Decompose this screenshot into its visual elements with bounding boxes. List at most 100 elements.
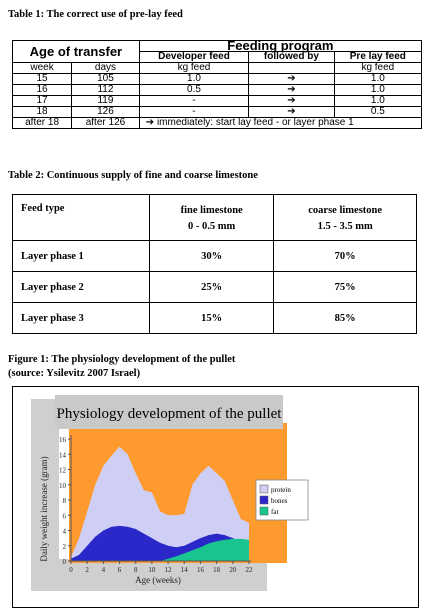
y-tick-label: 12: [59, 467, 67, 475]
arrow-icon: ➔: [248, 84, 335, 96]
developer-cell: 0.5: [138, 84, 250, 96]
x-tick-label: 6: [118, 566, 122, 574]
y-tick-label: 10: [59, 482, 67, 490]
legend-swatch: [259, 484, 269, 494]
x-axis-label: Age (weeks): [135, 575, 181, 585]
arrow-icon: ➔: [248, 73, 335, 85]
legend-label: protein: [271, 486, 291, 494]
unit-kg-developer: kg feed: [138, 62, 250, 74]
coarse-limestone-header: coarse limestone 1.5 - 3.5 mm: [273, 194, 417, 241]
feed-type-header: Feed type: [12, 194, 150, 241]
x-tick-label: 22: [246, 566, 254, 574]
age-of-transfer-header: Age of transfer: [12, 40, 140, 63]
legend-label: bones: [271, 497, 288, 505]
legend-label: fat: [271, 508, 278, 516]
figure-caption-1: Figure 1: The physiology development of …: [8, 354, 236, 365]
followed-by-header: followed by: [248, 51, 335, 63]
unit-week: week: [11, 62, 73, 74]
feed-type-cell: Layer phase 2: [12, 271, 150, 303]
x-tick-label: 20: [229, 566, 237, 574]
x-tick-label: 10: [148, 566, 156, 574]
x-tick-label: 2: [85, 566, 89, 574]
figure-caption-2: (source: Ysilevitz 2007 Israel): [8, 368, 141, 379]
week-cell: 17: [11, 95, 73, 107]
y-tick-label: 2: [63, 543, 67, 551]
y-tick-label: 14: [59, 451, 67, 459]
fine-cell: 15%: [148, 302, 275, 334]
developer-feed-header: Developer feed: [138, 51, 250, 63]
days-cell: 105: [71, 73, 140, 85]
unit-empty: [248, 62, 335, 74]
prelay-cell: 1.0: [333, 73, 423, 85]
developer-cell: 1.0: [138, 73, 250, 85]
developer-cell: -: [138, 106, 250, 118]
legend-swatch: [259, 506, 269, 516]
days-cell: after 126: [71, 117, 140, 129]
prelay-cell: 0.5: [333, 106, 423, 118]
table2-title: Table 2: Continuous supply of fine and c…: [8, 170, 258, 181]
week-cell: after 18: [11, 117, 73, 129]
feed-type-cell: Layer phase 1: [12, 240, 150, 272]
chart-title-box: [55, 395, 283, 429]
x-tick-label: 12: [165, 566, 173, 574]
y-tick-label: 4: [63, 528, 67, 536]
prelay-feed-table: Age of transfer Feeding program Develope…: [11, 39, 423, 129]
prelay-cell: 1.0: [333, 95, 423, 107]
x-tick-label: 8: [134, 566, 138, 574]
y-axis-label: Daily weight increase (gram): [39, 456, 49, 561]
developer-cell: -: [138, 95, 250, 107]
days-cell: 119: [71, 95, 140, 107]
chart-areas: [71, 446, 249, 561]
fine-limestone-header: fine limestone 0 - 0.5 mm: [148, 194, 275, 241]
prelay-feed-header: Pre lay feed: [333, 51, 423, 63]
table-row: 15 105 1.0 ➔ 1.0: [11, 73, 423, 85]
coarse-limestone-label: coarse limestone: [308, 205, 383, 216]
y-tick-label: 6: [63, 512, 67, 520]
week-cell: 15: [11, 73, 73, 85]
prelay-cell: 1.0: [333, 84, 423, 96]
week-cell: 16: [11, 84, 73, 96]
table-row: 16 112 0.5 ➔ 1.0: [11, 84, 423, 96]
x-tick-label: 14: [181, 566, 189, 574]
coarse-cell: 75%: [273, 271, 417, 303]
days-cell: 126: [71, 106, 140, 118]
x-tick-label: 0: [69, 566, 73, 574]
table-row: Layer phase 1 30% 70%: [12, 240, 417, 272]
table-row: 18 126 - ➔ 0.5: [11, 106, 423, 118]
chart-frame: Physiology development of the pullet 0 2 4…: [12, 386, 419, 608]
chart-axes: 0 2 4 6 8 10 12 14 16 0 2 4 6 8 10 12 14 16 18 20 22: [59, 435, 253, 574]
table-row: 17 119 - ➔ 1.0: [11, 95, 423, 107]
fine-limestone-range: 0 - 0.5 mm: [188, 221, 236, 232]
arrow-icon: ➔: [248, 106, 335, 118]
coarse-cell: 85%: [273, 302, 417, 334]
unit-days: days: [71, 62, 140, 74]
fine-cell: 25%: [148, 271, 275, 303]
feed-type-cell: Layer phase 3: [12, 302, 150, 334]
fine-limestone-label: fine limestone: [180, 205, 243, 216]
legend-swatch: [259, 495, 269, 505]
chart-title: Physiology development of the pullet: [57, 406, 283, 422]
fine-cell: 30%: [148, 240, 275, 272]
table-row: after 18 after 126 ➔ immediately: start …: [11, 117, 423, 129]
coarse-cell: 70%: [273, 240, 417, 272]
feeding-program-header: Feeding program: [138, 39, 423, 52]
x-tick-label: 16: [197, 566, 205, 574]
area-fat: [71, 538, 249, 561]
week-cell: 18: [11, 106, 73, 118]
limestone-table: Feed type fine limestone 0 - 0.5 mm coar…: [12, 194, 417, 334]
table-row: Layer phase 2 25% 75%: [12, 271, 417, 303]
x-tick-label: 4: [102, 566, 106, 574]
physiology-chart: Physiology development of the pullet 0 2 4…: [31, 395, 309, 591]
layfeed-note: ➔ immediately: start lay feed - or layer…: [138, 117, 423, 129]
unit-kg-prelay: kg feed: [333, 62, 423, 74]
y-tick-label: 8: [63, 497, 67, 505]
y-tick-label: 0: [63, 558, 67, 566]
x-tick-label: 18: [213, 566, 221, 574]
table1-title: Table 1: The correct use of pre-lay feed: [8, 9, 183, 20]
days-cell: 112: [71, 84, 140, 96]
chart-bottom-panel: [31, 559, 267, 591]
chart-left-panel: [31, 399, 59, 589]
coarse-limestone-range: 1.5 - 3.5 mm: [317, 221, 373, 232]
y-tick-label: 16: [59, 436, 67, 444]
table-row: Layer phase 3 15% 85%: [12, 302, 417, 334]
